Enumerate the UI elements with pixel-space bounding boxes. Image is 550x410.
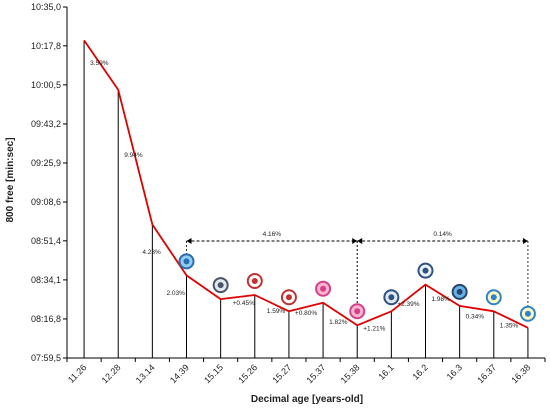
x-tick-label: 16.37	[475, 362, 498, 385]
event-badge-icon	[485, 289, 502, 306]
event-badge-icon	[246, 273, 263, 290]
point-label: +2.39%	[397, 301, 419, 308]
y-tick-label: 08:51,4	[31, 236, 61, 246]
chart-axes	[66, 7, 545, 359]
x-axis-title: Decimal age [years-old]	[251, 394, 363, 405]
event-badge-core	[456, 288, 463, 295]
range-arrow-right	[522, 238, 528, 244]
event-badge-icon	[451, 283, 468, 300]
point-label: +0.80%	[295, 310, 317, 317]
y-tick-label: 09:25,9	[31, 158, 61, 168]
event-badge-core	[320, 285, 327, 292]
point-label: 1.35%	[500, 323, 519, 330]
y-tick-label: 08:34,1	[31, 275, 61, 285]
event-badge-core	[251, 278, 258, 285]
point-label: +1.21%	[363, 325, 385, 332]
event-badge-core	[524, 310, 531, 317]
range-annotations: 4.16% 0.14%	[186, 231, 529, 320]
event-badge-core	[422, 267, 429, 274]
series-polyline	[83, 39, 529, 329]
x-tick-labels: 11.26 12.28 13.14 14.39 15.15 15.26 15.27 15.37…	[66, 358, 546, 385]
point-label: 2.03%	[167, 290, 186, 297]
event-badge-icon	[417, 262, 434, 279]
event-badge-core	[354, 308, 361, 315]
x-tick-label: 15.15	[202, 362, 225, 385]
y-tick-label: 10:00,5	[31, 80, 61, 90]
event-badge-icon	[315, 280, 332, 297]
x-tick-label: 11.26	[66, 362, 89, 385]
event-icons	[178, 253, 536, 322]
point-label: 1.82%	[329, 319, 348, 326]
event-badge-core	[217, 282, 224, 289]
event-badge-icon	[178, 253, 195, 270]
x-tick-label: 15.37	[304, 362, 327, 385]
y-tick-label: 08:16,8	[31, 314, 61, 324]
y-tick-label: 09:08,6	[31, 197, 61, 207]
series-line	[83, 39, 529, 329]
range-label: 0.14%	[433, 231, 452, 238]
x-tick-label: 16.3	[445, 362, 464, 381]
y-tick-label: 10:17,8	[31, 41, 61, 51]
x-tick-label: 12.28	[100, 362, 123, 385]
y-tick-label: 09:43,2	[31, 119, 61, 129]
y-axis-title: 800 free [min:sec]	[5, 137, 16, 222]
event-badge-icon	[519, 305, 536, 322]
point-label: 4.23%	[142, 249, 161, 256]
x-tick-label: 16.38	[509, 362, 532, 385]
x-tick-label: 16.2	[410, 362, 429, 381]
point-label: 9.94%	[124, 152, 143, 159]
x-tick-label: 14.39	[168, 362, 191, 385]
y-tick-label: 07:59,5	[31, 353, 61, 363]
event-badge-core	[183, 258, 190, 265]
event-badge-icon	[383, 289, 400, 306]
point-labels: 3.59% 9.94% 4.23% 2.03% +0.45% 1.59% +0.80% 1.8…	[90, 60, 518, 332]
x-tick-label: 16.1	[376, 362, 395, 381]
point-label: 1.98%	[432, 296, 451, 303]
range-label: 4.16%	[263, 231, 282, 238]
event-badge-icon	[212, 277, 229, 294]
event-badge-core	[490, 294, 497, 301]
x-tick-label: 15.26	[236, 362, 259, 385]
x-tick-label: 15.27	[270, 362, 293, 385]
event-badge-icon	[280, 289, 297, 306]
event-badge-core	[388, 294, 395, 301]
point-label: +0.45%	[233, 300, 255, 307]
y-tick-labels: 07:59,5 08:16,8 08:34,1 08:51,4 09:08,6 09:25…	[31, 2, 67, 363]
drop-lines	[83, 40, 529, 358]
point-label: 3.59%	[90, 60, 109, 67]
point-label: 0.34%	[466, 314, 485, 321]
range-arrow-left	[186, 238, 192, 244]
point-label: 1.59%	[267, 308, 286, 315]
range-arrow-right	[352, 238, 358, 244]
x-tick-label: 15.38	[339, 362, 362, 385]
y-tick-label: 10:35,0	[31, 2, 61, 12]
x-tick-label: 13.14	[134, 362, 157, 385]
range-arrow-left	[357, 238, 363, 244]
event-badge-core	[285, 294, 292, 301]
event-badge-icon	[349, 303, 366, 320]
